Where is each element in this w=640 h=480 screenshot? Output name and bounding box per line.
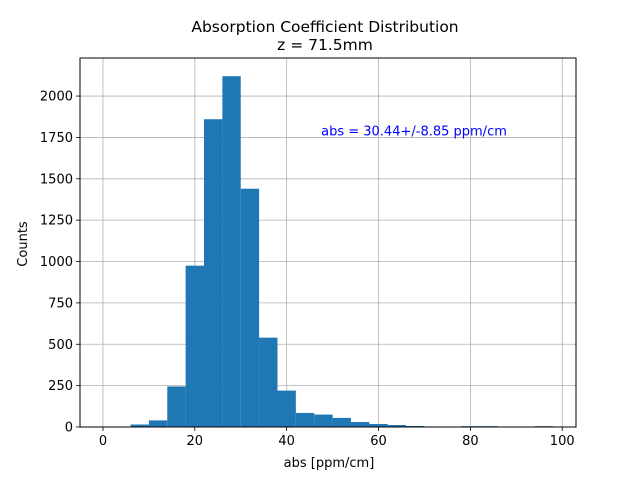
y-tick-label: 500 bbox=[48, 338, 73, 353]
y-tick-label: 0 bbox=[65, 421, 73, 436]
x-axis-ticks: 0 20 40 60 80 100 bbox=[99, 427, 575, 449]
histogram-bars bbox=[130, 76, 554, 428]
plot-frame bbox=[79, 57, 577, 428]
histogram-bar bbox=[148, 420, 168, 427]
histogram-bar bbox=[259, 337, 278, 427]
histogram-bar bbox=[314, 414, 333, 427]
y-tick-label: 750 bbox=[48, 296, 73, 311]
y-tick-label: 1000 bbox=[40, 255, 73, 270]
histogram-bar bbox=[387, 425, 407, 427]
y-axis-ticks: 0 250 500 750 1000 1250 1500 1750 2000 bbox=[40, 90, 80, 436]
x-tick-label: 20 bbox=[187, 434, 204, 449]
histogram-bar bbox=[222, 76, 241, 428]
histogram-bar bbox=[369, 424, 388, 427]
x-tick-label: 0 bbox=[99, 434, 107, 449]
histogram-bar bbox=[130, 424, 149, 427]
grid-lines bbox=[80, 58, 576, 428]
histogram-bar bbox=[204, 119, 223, 427]
histogram-bar bbox=[240, 188, 260, 427]
histogram-bar bbox=[332, 417, 351, 427]
stats-annotation: abs = 30.44+/-8.85 ppm/cm bbox=[321, 124, 507, 139]
chart-subtitle: z = 71.5mm bbox=[277, 36, 373, 54]
x-tick-label: 100 bbox=[550, 434, 575, 449]
chart-title: Absorption Coefficient Distribution bbox=[191, 18, 458, 36]
histogram-bar bbox=[185, 265, 204, 427]
x-axis-label: abs [ppm/cm] bbox=[284, 456, 375, 471]
histogram-bar bbox=[277, 390, 296, 427]
histogram-bar bbox=[295, 412, 315, 427]
y-axis-label: Counts bbox=[16, 221, 31, 267]
histogram-bar bbox=[167, 386, 186, 427]
x-tick-label: 40 bbox=[278, 434, 295, 449]
x-tick-label: 80 bbox=[462, 434, 479, 449]
y-tick-label: 2000 bbox=[40, 90, 73, 105]
y-tick-label: 250 bbox=[48, 379, 73, 394]
x-tick-label: 60 bbox=[370, 434, 387, 449]
y-tick-label: 1500 bbox=[40, 172, 73, 187]
histogram-bar bbox=[350, 422, 370, 427]
y-tick-label: 1250 bbox=[40, 214, 73, 229]
y-tick-label: 1750 bbox=[40, 131, 73, 146]
